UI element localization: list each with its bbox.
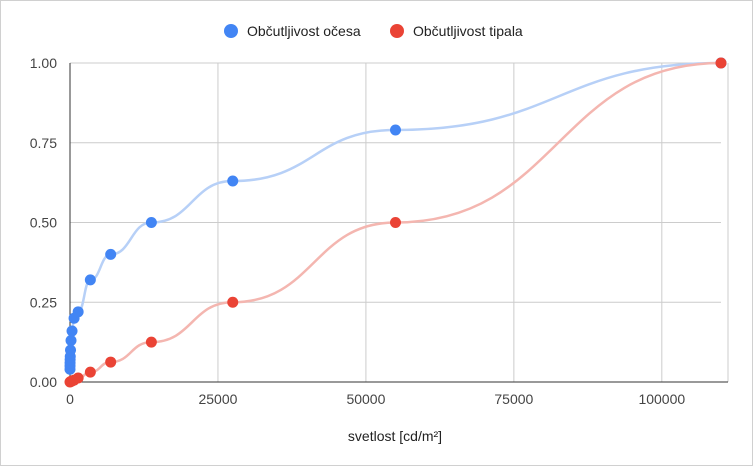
- data-point-series-2: [145, 336, 157, 348]
- data-point-series-1: [145, 217, 157, 228]
- data-point-series-1: [105, 248, 117, 260]
- data-point-series-2: [390, 217, 401, 228]
- data-point-series-2: [84, 366, 96, 378]
- x-tick-label: 50000: [346, 391, 385, 407]
- x-tick-label: 25000: [198, 391, 237, 407]
- data-point-series-1: [66, 325, 78, 337]
- legend: Občutljivost očesa Občutljivost tipala: [224, 23, 523, 39]
- data-point-series-1: [227, 175, 239, 187]
- x-tick-label: 0: [66, 391, 74, 407]
- legend-label-series-1: Občutljivost očesa: [247, 23, 361, 39]
- x-tick-label: 100000: [638, 391, 685, 407]
- data-point-series-1: [65, 335, 77, 347]
- data-point-series-1: [72, 306, 84, 318]
- y-tick-label: 1.00: [30, 55, 57, 71]
- data-point-series-2: [715, 57, 727, 69]
- data-point-series-1: [84, 274, 96, 286]
- y-tick-label: 0.00: [30, 374, 57, 390]
- data-point-series-2: [105, 356, 117, 368]
- data-point-series-1: [390, 124, 401, 136]
- y-tick-label: 0.75: [30, 135, 57, 151]
- y-tick-label: 0.50: [30, 215, 57, 231]
- legend-marker-series-1: [224, 24, 238, 38]
- grid-lines: [70, 62, 729, 382]
- legend-label-series-2: Občutljivost tipala: [413, 23, 523, 39]
- tick-labels: 0.00 0.25 0.50 0.75 1.00 0 25000 50000 75000 1000…: [30, 55, 686, 407]
- trendline-series-1: [68, 61, 722, 371]
- y-tick-label: 0.25: [30, 294, 57, 310]
- x-tick-label: 75000: [494, 391, 533, 407]
- data-points: [64, 57, 727, 388]
- data-point-series-2: [72, 372, 84, 384]
- x-axis-title: svetlost [cd/m²]: [348, 428, 442, 444]
- legend-marker-series-2: [390, 24, 404, 38]
- data-point-series-2: [227, 296, 239, 308]
- data-point-series-1: [65, 344, 77, 356]
